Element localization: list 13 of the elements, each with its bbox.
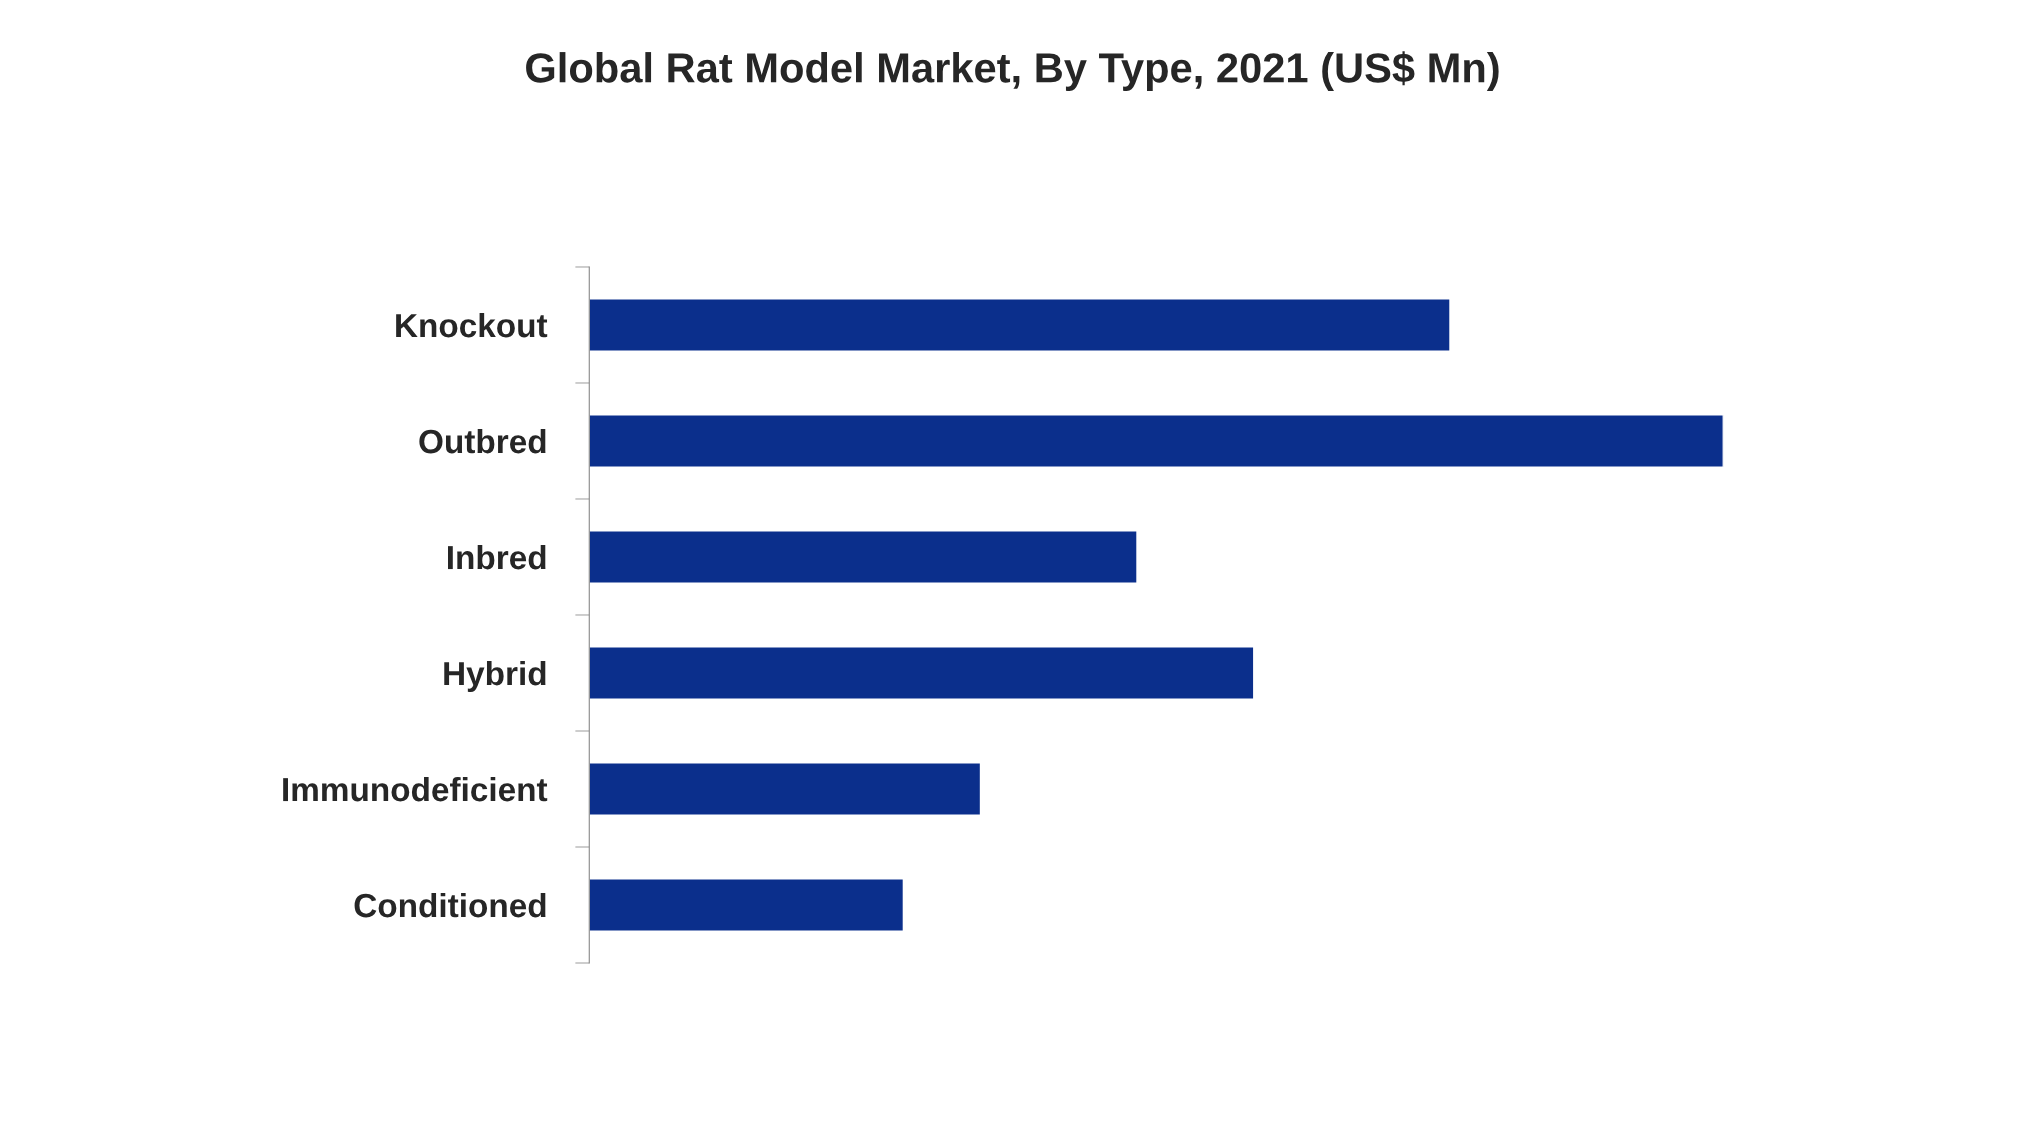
y-tick-label: Inbred xyxy=(447,544,546,570)
bar xyxy=(589,762,982,816)
bar xyxy=(589,646,1255,700)
bar xyxy=(589,530,1138,584)
y-tick-label: Knockout xyxy=(396,312,548,338)
y-tick-label: Conditioned xyxy=(354,892,546,918)
bar xyxy=(589,414,1724,468)
y-tick-label: Hybrid xyxy=(444,660,546,692)
bar xyxy=(589,298,1451,352)
y-tick-label: Immunodeficient xyxy=(283,776,548,802)
bar xyxy=(589,878,905,932)
chart-title: Global Rat Model Market, By Type, 2021 (US$ Mn) xyxy=(526,51,1499,91)
y-tick-label: Outbred xyxy=(419,428,546,454)
